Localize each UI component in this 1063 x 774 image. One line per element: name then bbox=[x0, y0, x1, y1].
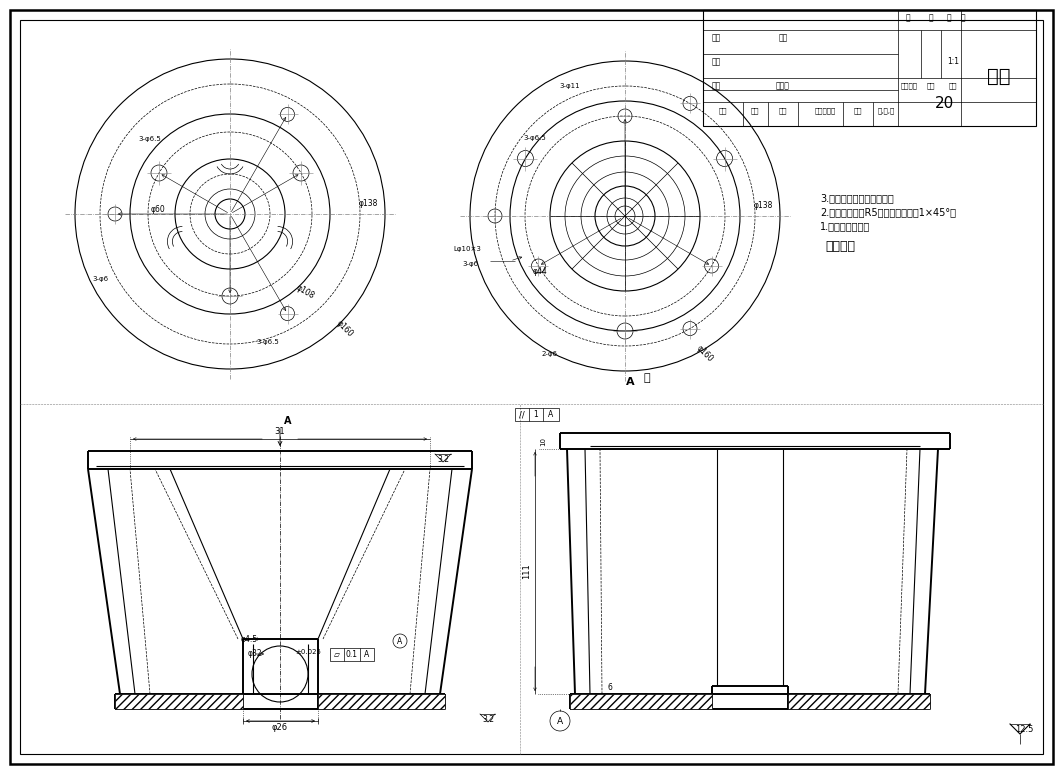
Text: 设计: 设计 bbox=[711, 81, 721, 91]
Text: A: A bbox=[557, 717, 563, 725]
Bar bbox=[788, 694, 930, 709]
Text: 张: 张 bbox=[929, 13, 933, 22]
Text: 处数: 处数 bbox=[750, 108, 759, 115]
Text: A: A bbox=[549, 410, 554, 419]
Text: //: // bbox=[519, 410, 525, 419]
Text: 3-φ11: 3-φ11 bbox=[560, 83, 580, 89]
Text: φ138: φ138 bbox=[754, 201, 773, 211]
Text: 共: 共 bbox=[906, 13, 910, 22]
Text: φ138: φ138 bbox=[358, 200, 377, 208]
Text: 31: 31 bbox=[274, 427, 285, 437]
Text: A: A bbox=[284, 416, 291, 426]
Bar bbox=[318, 694, 445, 709]
Text: 3-φ6.5: 3-φ6.5 bbox=[524, 135, 546, 141]
Text: ±0.025: ±0.025 bbox=[296, 649, 321, 655]
Text: φ32: φ32 bbox=[248, 649, 261, 659]
Text: 1:1: 1:1 bbox=[947, 57, 959, 67]
Text: 20: 20 bbox=[934, 97, 955, 111]
Text: 分区: 分区 bbox=[779, 108, 788, 115]
Text: 2-φ6: 2-φ6 bbox=[542, 351, 558, 357]
Bar bbox=[115, 694, 243, 709]
Text: φ160: φ160 bbox=[695, 344, 715, 364]
Text: 向: 向 bbox=[644, 373, 651, 383]
Text: 10: 10 bbox=[540, 437, 546, 446]
Bar bbox=[514, 408, 559, 421]
Text: Lφ10×3: Lφ10×3 bbox=[453, 246, 480, 252]
Text: 0.1: 0.1 bbox=[345, 650, 358, 659]
Text: 支架: 支架 bbox=[988, 67, 1011, 85]
Bar bbox=[703, 10, 1036, 126]
Text: 1.去除毛刺飞边；: 1.去除毛刺飞边； bbox=[820, 221, 871, 231]
Text: 3-φ6.5: 3-φ6.5 bbox=[256, 339, 280, 345]
Text: 张: 张 bbox=[961, 13, 965, 22]
Text: φ26: φ26 bbox=[272, 724, 288, 732]
Text: 工艺: 工艺 bbox=[711, 33, 721, 43]
Text: 比例: 比例 bbox=[949, 83, 958, 89]
Text: φ4.5: φ4.5 bbox=[241, 635, 258, 643]
Text: 3-φ6.5: 3-φ6.5 bbox=[138, 136, 162, 142]
Text: 1: 1 bbox=[534, 410, 538, 419]
Text: A: A bbox=[398, 636, 403, 646]
Text: 技术要求: 技术要求 bbox=[825, 241, 855, 254]
Text: 签名: 签名 bbox=[854, 108, 862, 115]
Text: 3-φ6: 3-φ6 bbox=[462, 261, 478, 267]
Text: φ108: φ108 bbox=[294, 283, 316, 301]
Text: 2.未注圆角半径R5，未注倒角均为1×45°；: 2.未注圆角半径R5，未注倒角均为1×45°； bbox=[820, 207, 956, 217]
Text: A: A bbox=[626, 377, 635, 387]
Text: 数量: 数量 bbox=[927, 83, 935, 89]
Text: ⏥: ⏥ bbox=[334, 650, 340, 659]
Bar bbox=[330, 648, 374, 661]
Text: 年,月,日: 年,月,日 bbox=[877, 108, 895, 115]
Text: A: A bbox=[365, 650, 370, 659]
Text: 3.2: 3.2 bbox=[437, 454, 449, 464]
Text: 3.零件必须进行水割处理。: 3.零件必须进行水割处理。 bbox=[820, 193, 894, 203]
Text: 3-φ6: 3-φ6 bbox=[92, 276, 108, 283]
Bar bbox=[570, 694, 712, 709]
Text: φ160: φ160 bbox=[335, 319, 355, 339]
Text: 第: 第 bbox=[947, 13, 951, 22]
Text: 12.5: 12.5 bbox=[1015, 724, 1033, 734]
Text: φ60: φ60 bbox=[151, 204, 166, 214]
Text: 3.2: 3.2 bbox=[482, 714, 494, 724]
Text: 6: 6 bbox=[608, 683, 612, 691]
Text: 批准: 批准 bbox=[778, 33, 788, 43]
Text: 111: 111 bbox=[523, 563, 532, 580]
Text: 审核: 审核 bbox=[711, 57, 721, 67]
Text: φ44: φ44 bbox=[533, 266, 547, 276]
Text: 描图标记: 描图标记 bbox=[900, 83, 917, 89]
Text: 更改文件号: 更改文件号 bbox=[814, 108, 836, 115]
Text: 标记: 标记 bbox=[719, 108, 727, 115]
Text: 描绘比: 描绘比 bbox=[776, 81, 790, 91]
